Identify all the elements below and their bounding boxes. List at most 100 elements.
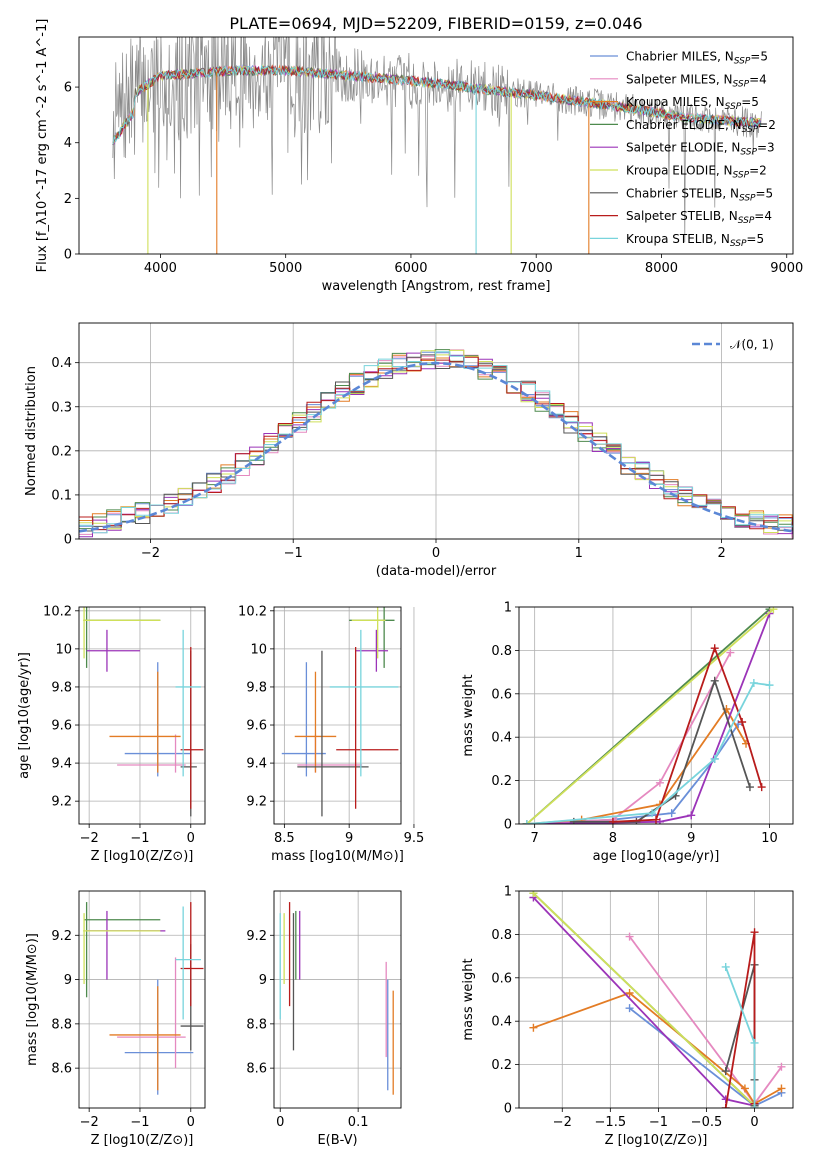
x-axis-label: wavelength [Angstrom, rest frame] [322, 279, 551, 294]
y-tick-label: 0 [64, 248, 72, 263]
mass-weight-marker [750, 928, 759, 937]
y-tick-label: 8.6 [246, 1062, 267, 1077]
y-tick-label: 1 [504, 601, 512, 616]
mass-weight-marker [721, 1095, 730, 1104]
x-tick-label: 0 [187, 1115, 195, 1130]
mass-weight-line-5 [526, 613, 771, 824]
y-tick-label: 1 [504, 885, 512, 900]
mass-weight-marker [529, 1023, 538, 1032]
x-axis-label: E(B-V) [317, 1133, 357, 1148]
x-axis-label: (data-model)/error [376, 564, 497, 579]
x-tick-label: −2 [141, 546, 160, 561]
x-axis-label: Z [log10(Z/Z⊙)] [605, 1133, 708, 1148]
mass-weight-marker [721, 962, 730, 971]
mass-weight-marker [625, 988, 634, 997]
mass-weight-marker [721, 1067, 730, 1076]
y-tick-label: 0.8 [491, 928, 512, 943]
y-tick-label: 9.6 [246, 719, 267, 734]
x-axis-label: mass [log10(M/M⊙)] [271, 849, 404, 864]
x-tick-label: 0 [187, 831, 195, 846]
axes-frame [518, 890, 794, 1109]
x-tick-label: −1 [130, 1115, 149, 1130]
plot-area [529, 891, 786, 1108]
y-tick-label: 0 [504, 1102, 512, 1117]
x-tick-label: 8000 [645, 261, 678, 276]
y-axis-label: Flux [f_λ10^-17 erg cm^-2 s^-1 A^-1] [35, 19, 50, 273]
y-tick-label: 10 [55, 642, 72, 657]
mass-weight-marker [777, 1084, 786, 1093]
y-axis-label: mass [log10(M/M⊙)] [25, 933, 40, 1066]
y-tick-label: 9.8 [51, 680, 72, 695]
mass-weight-marker [726, 648, 735, 657]
axes-residuals: −2 −1 0 1 2 0 0.1 0.2 0.3 0.4 (data-model)/error No… [24, 322, 794, 579]
y-tick-label: 8.8 [51, 1017, 72, 1032]
y-tick-label: 6 [64, 81, 72, 96]
mass-weight-marker [769, 607, 778, 614]
y-tick-label: 10.2 [43, 604, 72, 619]
plot-area [83, 902, 204, 1095]
legend-label: Kroupa MILES, NSSP=5 [626, 95, 759, 112]
axes-mass-vs-ebv: 0 0.1 8.6 8.8 9 9.2 E(B-V) [246, 890, 402, 1148]
y-tick-label: 0.2 [51, 444, 72, 459]
mass-weight-marker [721, 1104, 730, 1108]
x-tick-label: −2 [553, 1115, 572, 1130]
plot-area [279, 902, 394, 1095]
plot-area [79, 349, 793, 539]
y-tick-label: 9 [259, 973, 267, 988]
x-axis-label: age [log10(age/yr)] [593, 849, 720, 864]
x-tick-label: 9 [345, 831, 353, 846]
axes-frame [273, 890, 402, 1109]
y-tick-label: 0.2 [491, 1058, 512, 1073]
y-tick-label: 0.1 [51, 488, 72, 503]
y-tick-label: 9.2 [246, 795, 267, 810]
mass-weight-marker [632, 817, 641, 824]
legend-label: Salpeter ELODIE, NSSP=3 [626, 141, 775, 158]
legend-label: Chabrier ELODIE, NSSP=2 [626, 118, 776, 135]
mass-weight-marker [652, 815, 660, 824]
y-tick-label: 0 [504, 818, 512, 833]
mass-weight-marker [757, 783, 766, 792]
y-tick-label: 0.6 [491, 971, 512, 986]
x-tick-label: 9000 [770, 261, 803, 276]
normal-curve [79, 361, 793, 533]
mass-weight-marker [738, 718, 747, 727]
mass-weight-marker [522, 820, 531, 824]
x-tick-label: −1.5 [595, 1115, 627, 1130]
mass-weight-marker [750, 1038, 759, 1047]
histogram-series-7 [79, 354, 793, 532]
legend-label: Chabrier MILES, NSSP=5 [626, 50, 768, 67]
y-tick-label: 9.4 [246, 757, 267, 772]
x-tick-label: 10 [761, 831, 778, 846]
plot-area [522, 607, 778, 824]
axes-massweight-vs-Z: −2 −1.5 −1 −0.5 0 0 0.2 0.4 0.6 0.8 1 Z [log10(Z/Z⊙… [461, 885, 794, 1148]
plot-area [112, 37, 762, 254]
mass-weight-marker [648, 809, 657, 818]
axes-frame [273, 606, 402, 825]
y-tick-label: 9.4 [51, 757, 72, 772]
legend-label: Salpeter STELIB, NSSP=4 [626, 209, 772, 226]
mass-weight-marker [765, 681, 774, 690]
x-tick-label: 4000 [144, 261, 177, 276]
x-axis-label: Z [log10(Z/Z⊙)] [91, 849, 194, 864]
axes-spectrum: 4000 5000 6000 7000 8000 9000 0 2 4 6 wavelength [… [35, 19, 803, 294]
mass-weight-marker [750, 1104, 759, 1108]
x-axis-label: Z [log10(Z/Z⊙)] [91, 1133, 194, 1148]
axes-massweight-vs-age: 7 8 9 10 0 0.2 0.4 0.6 0.8 1 age [log10(age/yr)] ma… [461, 601, 794, 864]
x-tick-label: −1 [284, 546, 303, 561]
y-tick-label: 9 [64, 973, 72, 988]
axes-frame [78, 36, 794, 255]
y-tick-label: 8.6 [51, 1062, 72, 1077]
mass-weight-marker [710, 676, 719, 685]
y-tick-label: 9.2 [246, 929, 267, 944]
axes-age-vs-Z: −2 −1 0 9.2 9.4 9.6 9.8 10 10.2 Z [log10(Z/Z⊙)] ag… [17, 604, 206, 864]
y-tick-label: 0.4 [491, 731, 512, 746]
x-tick-label: 5000 [269, 261, 302, 276]
mass-weight-marker [529, 891, 538, 898]
y-tick-label: 9.2 [51, 795, 72, 810]
y-tick-label: 9.6 [51, 719, 72, 734]
x-tick-label: −0.5 [691, 1115, 723, 1130]
y-tick-label: 10 [250, 642, 267, 657]
y-axis-label: Normed distribution [24, 366, 39, 496]
y-tick-label: 0.6 [491, 687, 512, 702]
plot-area [281, 607, 399, 817]
